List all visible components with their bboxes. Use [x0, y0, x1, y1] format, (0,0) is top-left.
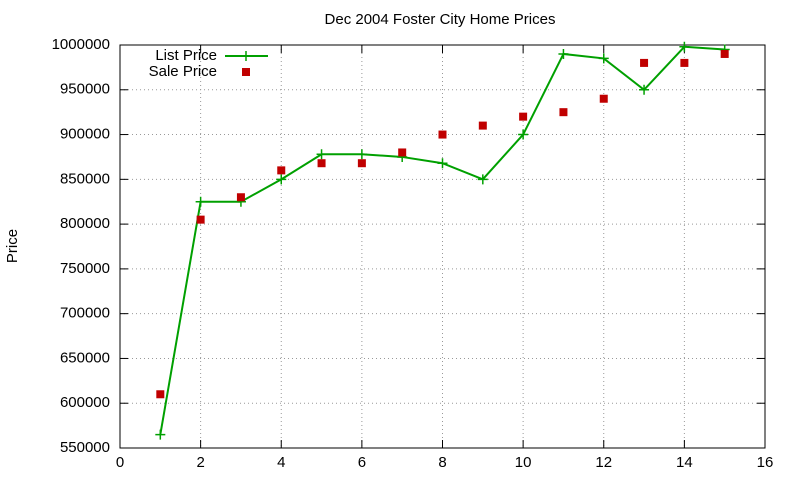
point-marker — [398, 148, 407, 157]
point-marker — [195, 196, 206, 207]
x-tick-label: 6 — [358, 454, 366, 471]
legend-marker — [241, 51, 251, 61]
y-tick-label: 750000 — [60, 260, 110, 277]
point-marker — [276, 174, 287, 185]
x-tick-label: 0 — [116, 454, 124, 471]
point-marker — [720, 49, 729, 58]
y-tick-label: 550000 — [60, 439, 110, 456]
point-marker — [559, 108, 568, 117]
y-tick-label: 900000 — [60, 126, 110, 143]
y-tick-label: 850000 — [60, 170, 110, 187]
point-marker — [236, 193, 245, 202]
point-marker — [356, 149, 367, 160]
point-marker — [518, 129, 529, 140]
y-tick-label: 950000 — [60, 81, 110, 98]
point-marker — [357, 159, 366, 168]
x-tick-label: 4 — [277, 454, 285, 471]
point-marker — [599, 94, 608, 103]
series-line — [159, 45, 725, 435]
point-marker — [477, 174, 488, 185]
point-marker — [156, 390, 165, 399]
y-tick-label: 600000 — [60, 394, 110, 411]
legend-label: Sale Price — [149, 63, 217, 80]
x-tick-label: 10 — [515, 454, 532, 471]
point-marker — [317, 159, 326, 168]
point-marker — [196, 215, 205, 224]
point-marker — [155, 429, 166, 440]
point-marker — [478, 121, 487, 130]
plot-frame — [119, 44, 766, 449]
x-tick-label: 2 — [196, 454, 204, 471]
chart-title: Dec 2004 Foster City Home Prices — [325, 11, 556, 28]
legend-marker — [242, 68, 250, 76]
point-marker — [438, 130, 447, 139]
x-tick-label: 14 — [676, 454, 693, 471]
x-tick-label: 8 — [438, 454, 446, 471]
point-marker — [558, 48, 569, 59]
y-tick-label: 650000 — [60, 349, 110, 366]
point-marker — [639, 84, 650, 95]
y-axis-label: Price — [4, 229, 21, 263]
point-marker — [640, 58, 649, 67]
point-marker — [598, 53, 609, 64]
legend-label: List Price — [155, 47, 217, 64]
point-marker — [680, 58, 689, 67]
x-tick-label: 16 — [757, 454, 774, 471]
point-marker — [437, 158, 448, 169]
point-marker — [679, 41, 690, 52]
point-marker — [519, 112, 528, 121]
y-tick-label: 800000 — [60, 215, 110, 232]
point-marker — [316, 149, 327, 160]
point-marker — [277, 166, 286, 175]
x-tick-label: 12 — [595, 454, 612, 471]
y-tick-label: 700000 — [60, 305, 110, 322]
y-tick-label: 1000000 — [52, 36, 110, 53]
